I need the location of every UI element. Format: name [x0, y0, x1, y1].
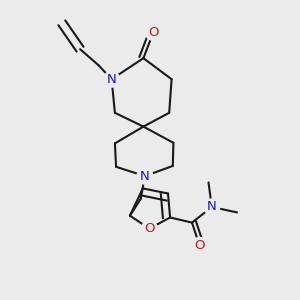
Circle shape [192, 238, 207, 253]
Circle shape [104, 71, 119, 87]
Text: O: O [148, 26, 159, 39]
Text: N: N [107, 73, 116, 86]
Circle shape [137, 168, 153, 184]
Text: O: O [144, 222, 155, 235]
Circle shape [204, 199, 220, 215]
Circle shape [146, 25, 161, 40]
Text: N: N [140, 169, 150, 183]
Text: N: N [207, 200, 217, 214]
Circle shape [142, 221, 157, 236]
Text: O: O [194, 239, 205, 252]
